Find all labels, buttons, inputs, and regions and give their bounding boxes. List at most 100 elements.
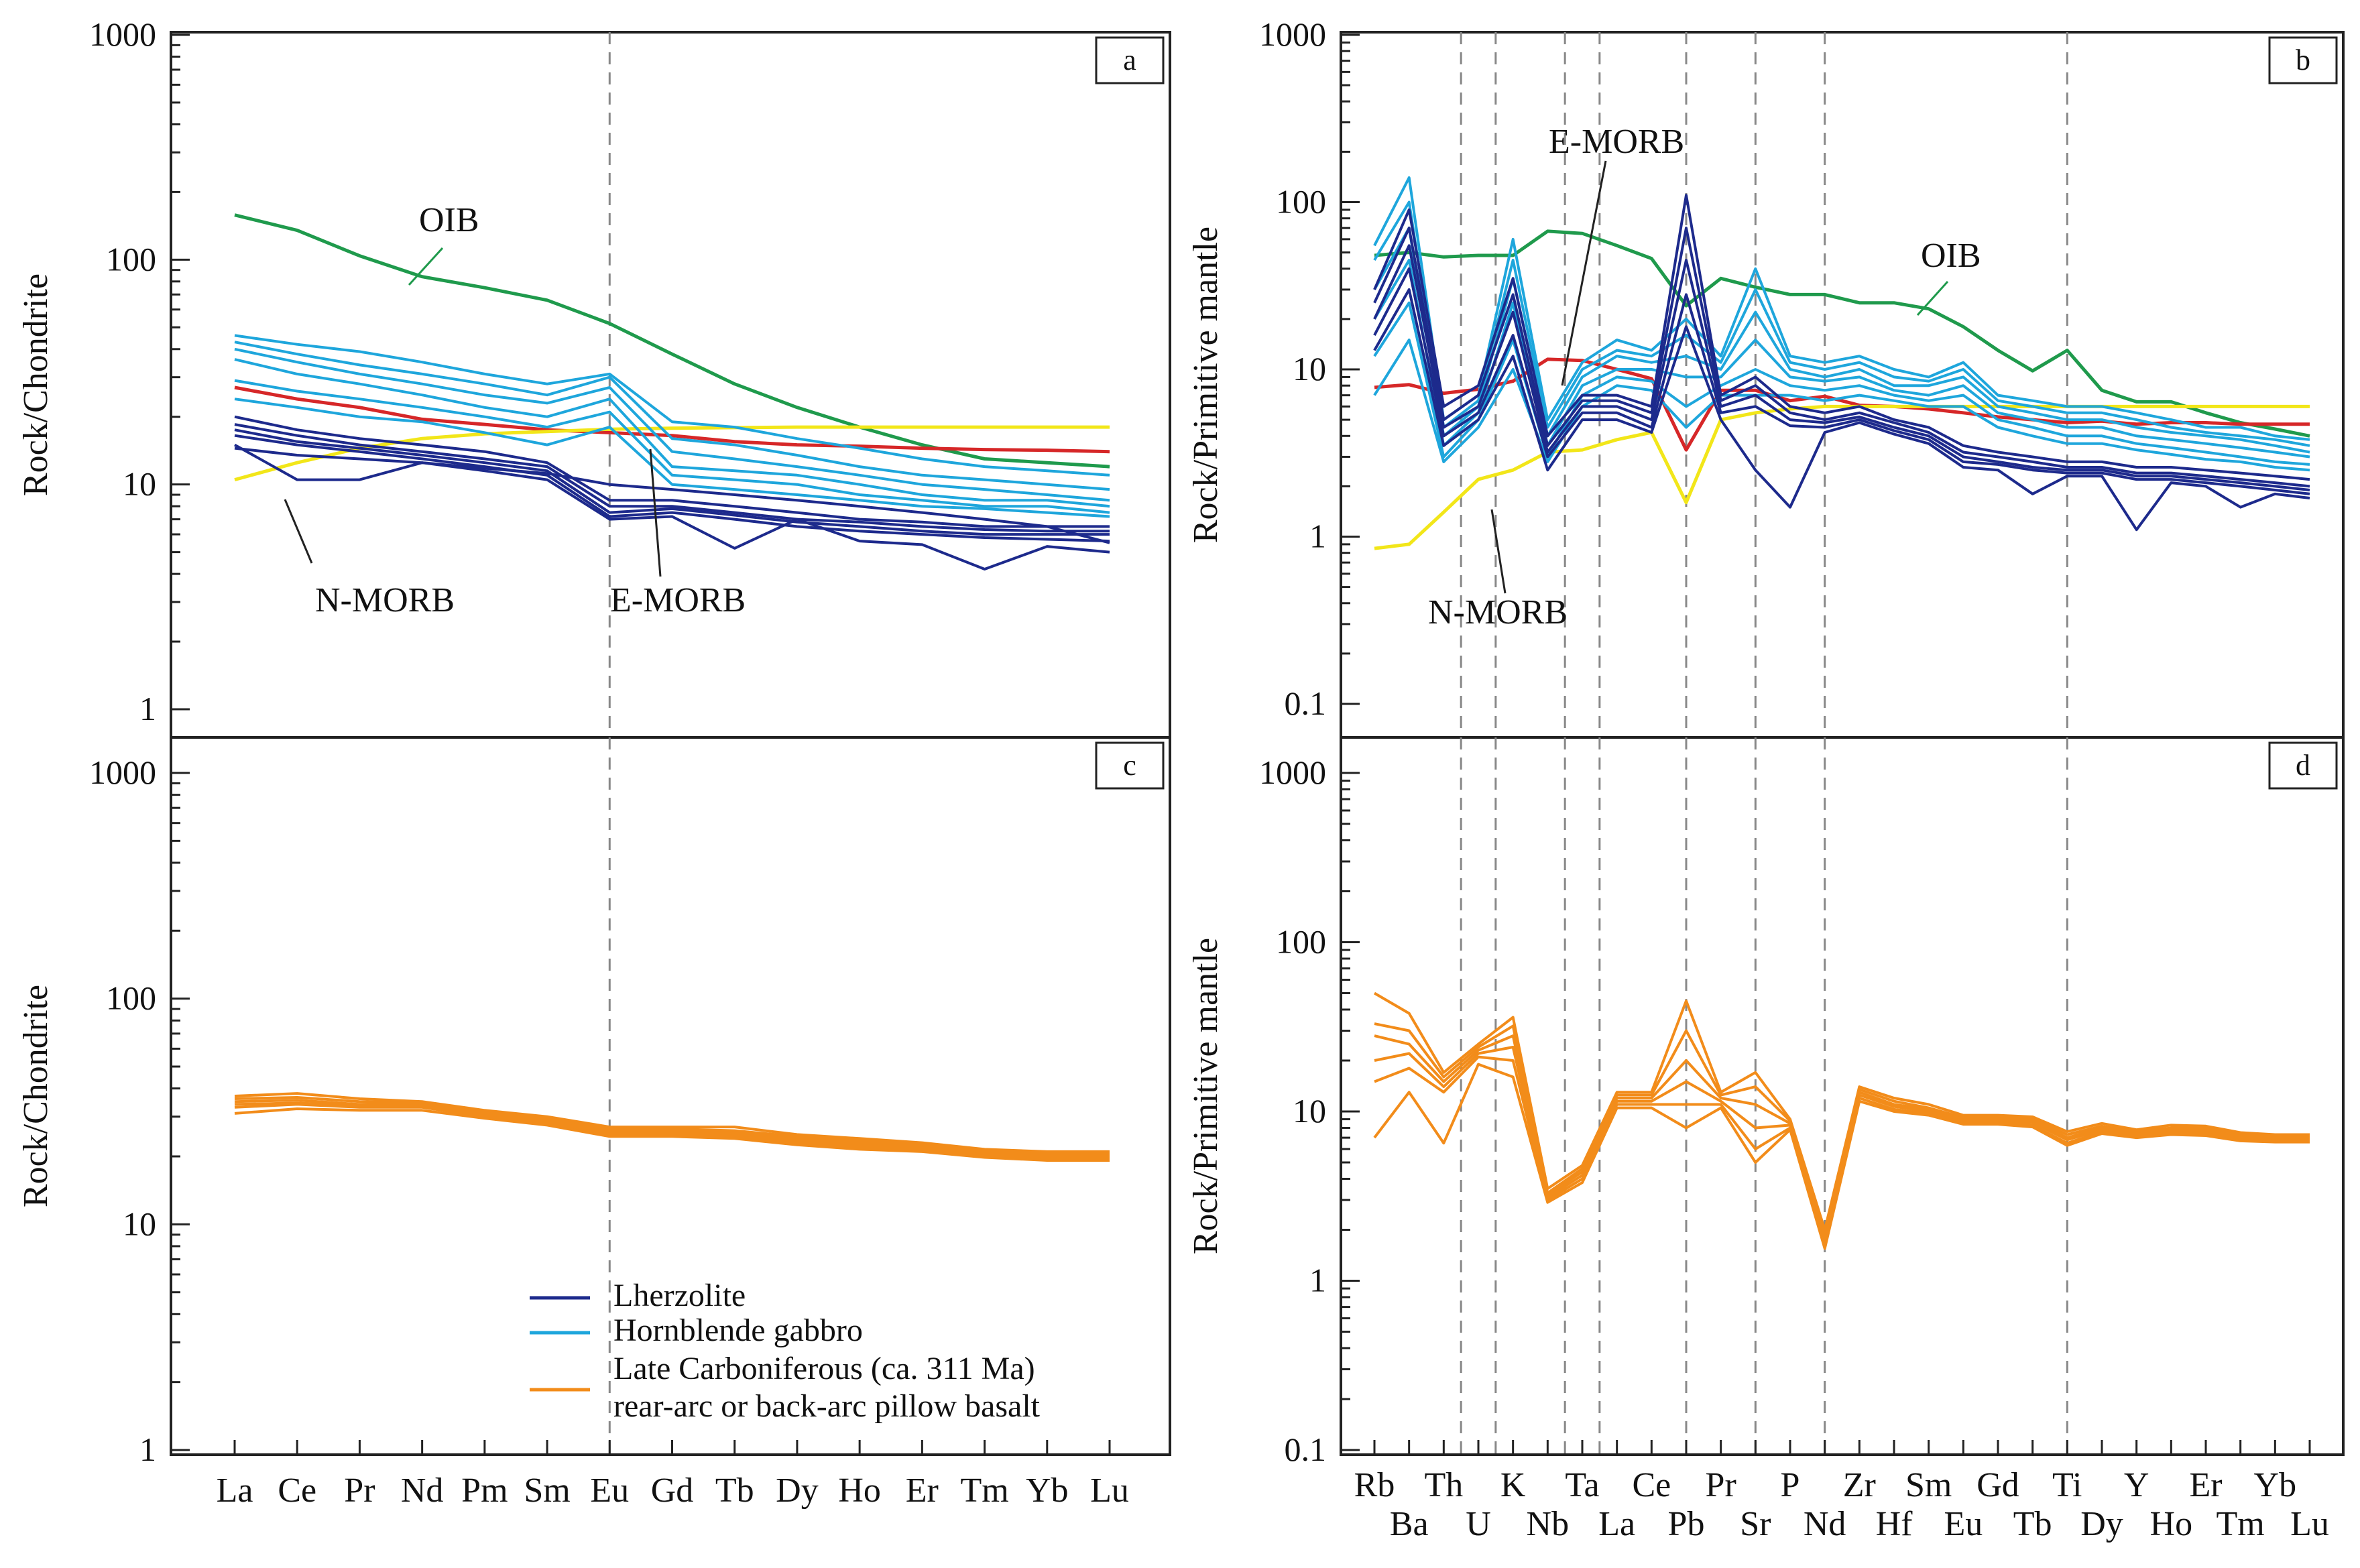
plot-frame-d [1340, 736, 2345, 1456]
series-line-pillow-basalt-6 [234, 1107, 1110, 1162]
series-line-lherzolite-5 [1373, 288, 2310, 532]
x-category-label: Nb [1527, 1505, 1570, 1543]
annotation-oib: OIB [1921, 237, 1981, 275]
x-category-label: Ce [1632, 1466, 1671, 1504]
y-tick-label: 1000 [89, 753, 156, 791]
y-tick-label: 100 [1276, 183, 1326, 221]
x-category-label: Nd [1804, 1505, 1846, 1543]
legend-label: rear-arc or back-arc pillow basalt [613, 1388, 1041, 1424]
series-line-pillow-basalt-3 [234, 1099, 1110, 1158]
series-line-oib [234, 213, 1110, 469]
x-category-label: Pm [461, 1471, 508, 1510]
x-category-label: Sm [524, 1471, 570, 1510]
x-category-label: Dy [2080, 1505, 2123, 1543]
series-line-lherzolite-6 [234, 446, 1110, 544]
annotation-e-morb: E-MORB [610, 581, 746, 619]
panel-b: 0.1 1 10 100 1000 Rock/Primitive mantle b E-MOR… [1187, 15, 2345, 739]
series-line-hornblende-gabbro-2 [1373, 200, 2310, 447]
y-tick-label: 1000 [89, 15, 156, 53]
series-line-hornblende-gabbro-4 [234, 358, 1110, 508]
y-tick-label: 1000 [1259, 753, 1326, 791]
series-line-hornblende-gabbro-6 [234, 398, 1110, 518]
series-line-hornblende-gabbro-1 [234, 334, 1110, 477]
panel-tag-box [1095, 36, 1165, 84]
x-category-label: Tb [715, 1471, 754, 1510]
x-category-label: Pr [344, 1471, 375, 1510]
y-tick-label: 100 [106, 240, 156, 278]
panel-tag-box [2268, 741, 2338, 790]
x-category-label: Ho [838, 1471, 881, 1510]
x-category-label: Lu [2290, 1505, 2329, 1543]
annotation-n-morb: N-MORB [1428, 593, 1568, 631]
annotation-e-morb: E-MORB [1549, 123, 1684, 161]
series-line-hornblende-gabbro-2 [234, 341, 1110, 491]
x-category-label: Eu [590, 1471, 629, 1510]
y-tick-label: 100 [1276, 923, 1326, 961]
series-line-lherzolite-4 [234, 434, 1110, 543]
leader-n-morb [284, 499, 313, 564]
y-axis-label: Rock/Primitive mantle [1187, 938, 1225, 1254]
y-axis-label: Rock/Chondrite [17, 985, 55, 1207]
x-category-label: Y [2124, 1466, 2149, 1504]
legend-label: Lherzolite [613, 1278, 746, 1313]
x-category-label: Pr [1706, 1466, 1736, 1504]
series-line-pillow-basalt-1 [234, 1092, 1110, 1153]
annotation-n-morb: N-MORB [315, 581, 455, 619]
series-line-n-morb [1374, 404, 2310, 550]
x-category-label: Ho [2150, 1505, 2193, 1543]
x-category-label: Eu [1944, 1505, 1983, 1543]
x-category-label: Tm [960, 1471, 1008, 1510]
x-category-label: U [1466, 1505, 1491, 1543]
panel-tag-box [1095, 741, 1165, 790]
series-line-hornblende-gabbro-1 [1373, 176, 2310, 441]
y-tick-label: 10 [123, 1205, 156, 1242]
y-tick-label: 10 [1293, 350, 1326, 387]
panel-tag-box [2268, 36, 2338, 84]
x-category-label: Th [1424, 1466, 1463, 1504]
series-line-lherzolite-2 [1373, 227, 2310, 488]
plot-frame-a [170, 31, 1171, 739]
series-line-lherzolite-1 [234, 415, 1110, 528]
x-category-label: Tb [2013, 1505, 2052, 1543]
x-category-label: P [1781, 1466, 1800, 1504]
x-category-label: Er [2189, 1466, 2222, 1504]
legend-label: Late Carboniferous (ca. 311 Ma) [613, 1351, 1035, 1386]
legend-label: Hornblende gabbro [613, 1313, 863, 1348]
series-line-lherzolite-4 [1373, 267, 2310, 495]
y-tick-label: 100 [106, 979, 156, 1017]
x-category-label: K [1500, 1466, 1526, 1504]
x-category-label: Ce [278, 1471, 316, 1510]
x-category-label: Lu [1090, 1471, 1129, 1510]
leader-e-morb [1561, 160, 1607, 386]
series-line-e-morb [234, 385, 1110, 454]
x-category-label: Sr [1740, 1505, 1771, 1543]
panel-tag-letter: c [1123, 749, 1136, 782]
x-category-label: Gd [1976, 1466, 2019, 1504]
y-tick-label: 1 [1309, 518, 1326, 555]
y-axis-label: Rock/Chondrite [17, 274, 55, 496]
x-category-label: Ti [2052, 1466, 2082, 1504]
panel-tag-letter: b [2296, 44, 2310, 76]
x-category-label: Rb [1354, 1466, 1395, 1504]
x-category-label: Zr [1843, 1466, 1876, 1504]
y-axis-label: Rock/Primitive mantle [1187, 227, 1225, 543]
x-category-label: La [1598, 1505, 1635, 1543]
series-line-pillow-basalt-4 [234, 1101, 1110, 1159]
panel-tag-letter: a [1123, 44, 1136, 76]
series-line-n-morb [234, 425, 1110, 482]
series-line-lherzolite-2 [234, 423, 1110, 533]
y-tick-label: 1 [139, 1431, 156, 1468]
x-category-label: Dy [776, 1471, 819, 1510]
x-category-label: Yb [1026, 1471, 1069, 1510]
y-tick-label: 10 [1293, 1092, 1326, 1130]
x-category-label: Sm [1905, 1466, 1952, 1504]
x-category-label: Ba [1390, 1505, 1429, 1543]
panel-a: 1 10 100 1000 Rock/Chondrite a OIB N-MORB E-MORB [17, 15, 1171, 739]
series-line-lherzolite-5 [234, 443, 1110, 570]
series-line-pillow-basalt-2 [234, 1096, 1110, 1156]
annotation-oib: OIB [419, 201, 479, 239]
panel-d: 0.1 1 10 100 1000 Rock/Primitive mantle RbBaTh… [1187, 736, 2345, 1543]
leader-oib [408, 247, 444, 286]
